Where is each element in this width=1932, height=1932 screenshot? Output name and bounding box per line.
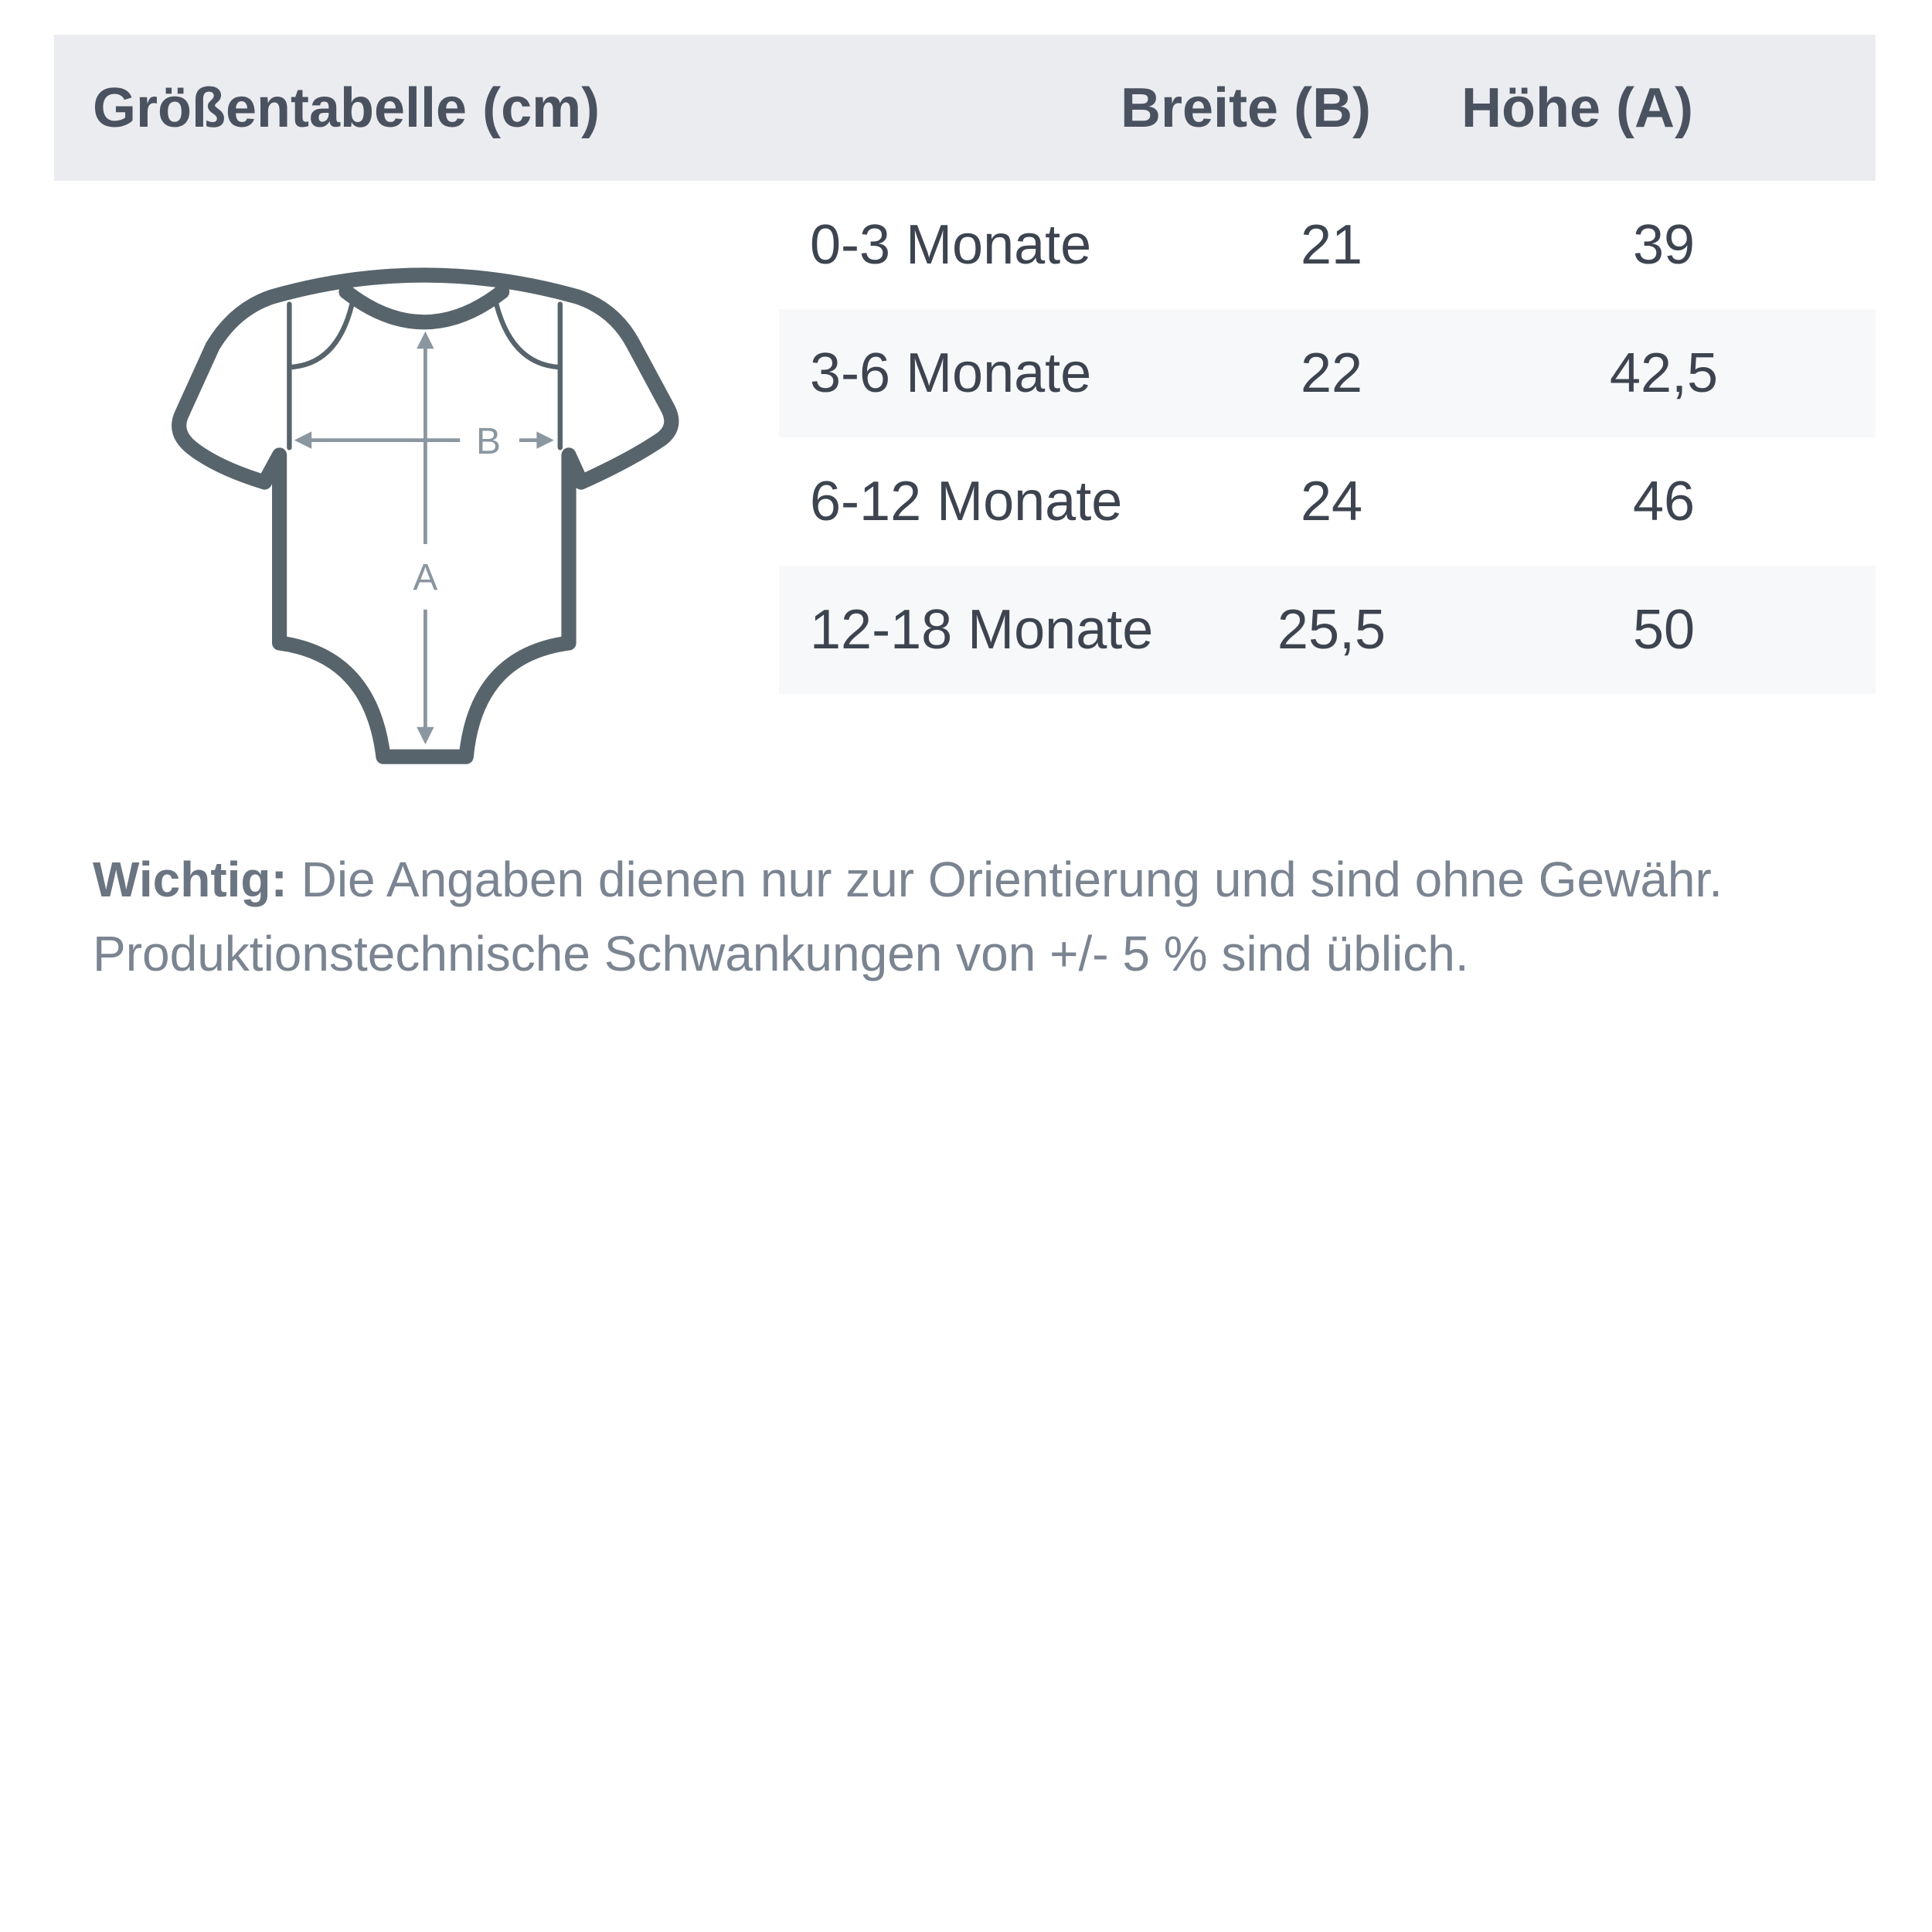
table-row: 0-3 Monate 21 39: [779, 181, 1876, 309]
column-header-hoehe: Höhe (A): [1461, 77, 1693, 139]
size-label: 12-18 Monate: [810, 599, 1154, 661]
breite-value: 24: [1300, 471, 1363, 532]
table-row: 12-18 Monate 25,5 50: [779, 566, 1876, 694]
breite-value: 22: [1300, 342, 1363, 404]
column-header-breite: Breite (B): [1121, 77, 1372, 139]
note-line2: Produktionstechnische Schwankungen von +…: [93, 926, 1469, 981]
table-row: 6-12 Monate 24 46: [779, 437, 1876, 566]
disclaimer-note: Wichtig: Die Angaben dienen nur zur Orie…: [93, 842, 1870, 991]
note-bold: Wichtig:: [93, 852, 287, 907]
breite-value: 25,5: [1277, 599, 1386, 661]
label-b: B: [476, 421, 501, 462]
breite-value: 21: [1300, 214, 1363, 276]
hoehe-value: 42,5: [1609, 342, 1719, 404]
label-a: A: [413, 557, 437, 598]
hoehe-value: 39: [1632, 214, 1696, 276]
hoehe-value: 50: [1632, 599, 1696, 661]
table-row: 3-6 Monate 22 42,5: [779, 309, 1876, 437]
table-title: Größentabelle (cm): [93, 77, 600, 139]
size-label: 3-6 Monate: [810, 342, 1092, 404]
size-label: 6-12 Monate: [810, 471, 1123, 532]
note-line1: Die Angaben dienen nur zur Orientierung …: [287, 852, 1723, 907]
hoehe-value: 46: [1632, 471, 1696, 532]
size-label: 0-3 Monate: [810, 214, 1092, 276]
table-header: [54, 35, 1876, 181]
